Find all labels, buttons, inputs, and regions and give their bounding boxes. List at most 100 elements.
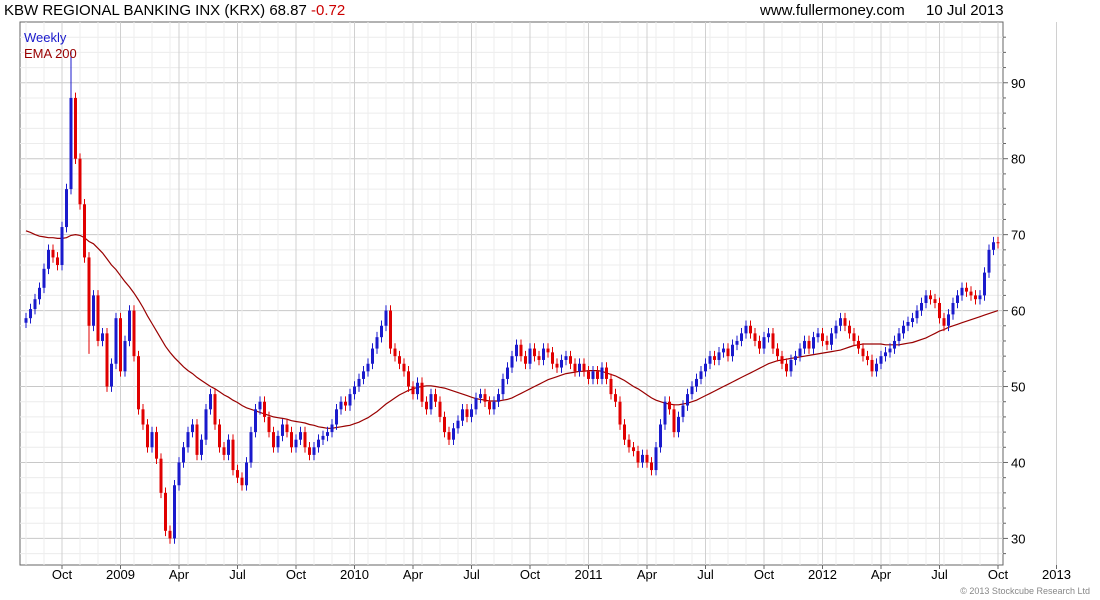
candle-body	[159, 458, 163, 493]
candle	[681, 400, 685, 423]
candle	[150, 426, 154, 453]
candle-body	[240, 477, 244, 486]
candle	[213, 388, 217, 430]
candle-body	[128, 310, 131, 341]
x-tick-label: Apr	[403, 567, 424, 582]
candle-body	[60, 227, 64, 266]
candle	[573, 358, 577, 377]
candle-body	[735, 340, 739, 345]
candle	[519, 339, 523, 362]
candle	[690, 381, 694, 400]
price-change: -0.72	[311, 2, 346, 19]
candle	[623, 419, 626, 446]
candle	[582, 358, 586, 377]
chart-title: KBW REGIONAL BANKING INX (KRX) 68.87 -0.…	[4, 2, 345, 19]
y-tick-label: 90	[1011, 76, 1025, 91]
candle	[807, 335, 811, 354]
candle	[924, 290, 928, 309]
candle-body	[771, 333, 775, 349]
candle-body	[744, 325, 748, 334]
candle	[434, 388, 437, 408]
candle-body	[803, 340, 806, 349]
candle	[29, 303, 32, 324]
candle	[978, 290, 982, 305]
candle-body	[398, 356, 401, 364]
candle	[402, 358, 406, 377]
candle-body	[978, 295, 982, 300]
candle-body	[798, 348, 802, 357]
candle-body	[344, 401, 347, 406]
candle	[218, 419, 221, 453]
candle-body	[78, 158, 82, 205]
candle-body	[731, 344, 734, 357]
candle	[375, 331, 379, 354]
candle	[461, 403, 464, 427]
candle-body	[807, 340, 811, 349]
candle	[74, 92, 77, 165]
candle-body	[465, 409, 469, 417]
candle-body	[758, 340, 761, 349]
candle	[578, 358, 581, 377]
candle-body	[137, 356, 140, 410]
candle	[830, 328, 833, 351]
candle-body	[569, 356, 572, 364]
x-tick-label: 2012	[808, 567, 837, 582]
candle-body	[812, 337, 815, 349]
candle-body	[186, 432, 190, 448]
chart-legend: Weekly EMA 200	[24, 30, 77, 62]
candle	[425, 396, 428, 415]
candle-body	[182, 447, 185, 463]
candle-body	[695, 378, 698, 387]
candle	[294, 434, 298, 453]
candle	[893, 335, 896, 354]
grid-lines	[20, 22, 1057, 565]
candle	[960, 282, 964, 301]
candle	[672, 403, 676, 438]
candle-body	[33, 299, 37, 310]
candle	[569, 350, 572, 370]
candle	[506, 362, 509, 385]
candle	[560, 354, 563, 373]
y-tick-label: 30	[1011, 531, 1025, 546]
candle	[92, 290, 95, 332]
candle	[839, 312, 842, 332]
candle	[609, 373, 613, 400]
candle-body	[213, 394, 217, 425]
candle-body	[470, 409, 473, 417]
candle	[767, 328, 770, 343]
candle	[78, 153, 82, 210]
candle	[542, 343, 545, 366]
candle	[312, 441, 316, 461]
candle-body	[551, 352, 554, 364]
candle	[290, 426, 293, 453]
candle-body	[416, 382, 419, 395]
candle-body	[501, 378, 505, 395]
candle-body	[956, 295, 959, 303]
candle	[713, 350, 716, 366]
candle	[879, 350, 883, 370]
candle-body	[92, 295, 95, 326]
candle-body	[258, 401, 262, 410]
candle-body	[636, 451, 640, 463]
candle	[947, 309, 950, 332]
candle	[443, 411, 446, 438]
candle-body	[600, 367, 604, 379]
candle	[906, 316, 910, 332]
candle	[317, 434, 320, 453]
candle	[677, 411, 680, 438]
candle	[861, 343, 865, 362]
candle	[209, 388, 212, 415]
candle-body	[915, 310, 919, 319]
candle-body	[681, 405, 685, 417]
candle	[389, 305, 392, 354]
candle	[299, 426, 302, 446]
candle	[83, 198, 86, 263]
candle-body	[47, 249, 50, 269]
x-tick-label: Oct	[286, 567, 307, 582]
candle	[537, 350, 541, 366]
candle	[695, 373, 698, 392]
candle-body	[231, 439, 235, 471]
candle-body	[938, 302, 941, 319]
candle-body	[875, 363, 878, 372]
candle	[528, 343, 532, 370]
